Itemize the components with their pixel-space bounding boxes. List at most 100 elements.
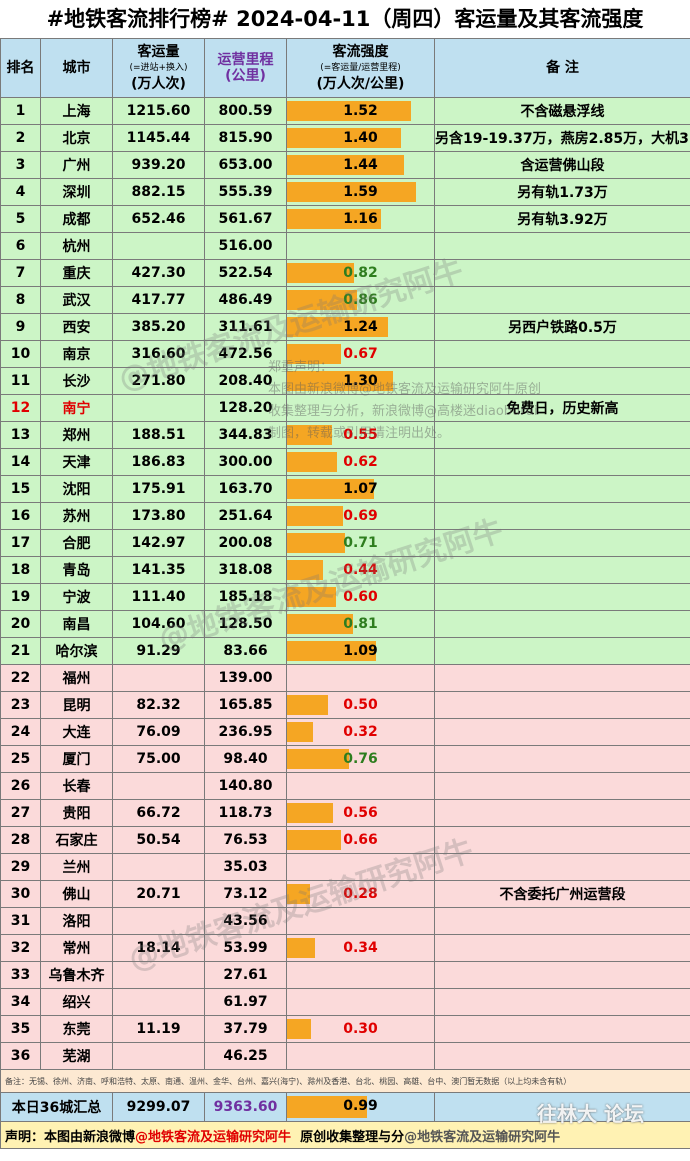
table-row: 16 苏州 173.80 251.64 0.69 — [0, 502, 690, 530]
intensity-value — [288, 990, 434, 1015]
city-cell: 深圳 — [40, 178, 113, 206]
intensity-cell — [286, 232, 435, 260]
table-row: 28 石家庄 50.54 76.53 0.66 — [0, 826, 690, 854]
ridership-cell: 66.72 — [112, 799, 205, 827]
table-row: 8 武汉 417.77 486.49 0.86 — [0, 286, 690, 314]
km-cell: 472.56 — [204, 340, 287, 368]
intensity-bar — [287, 830, 341, 850]
km-cell: 555.39 — [204, 178, 287, 206]
table-row: 25 厦门 75.00 98.40 0.76 — [0, 745, 690, 773]
note-cell: 不含委托广州运营段 — [434, 880, 690, 908]
intensity-cell: 1.44 — [286, 151, 435, 179]
rank-cell: 34 — [0, 988, 41, 1016]
table-row: 17 合肥 142.97 200.08 0.71 — [0, 529, 690, 557]
intensity-value: 0.44 — [343, 562, 378, 578]
rank-cell: 12 — [0, 394, 41, 422]
intensity-bar — [287, 128, 401, 148]
ridership-cell: 173.80 — [112, 502, 205, 530]
ridership-cell: 20.71 — [112, 880, 205, 908]
ridership-cell: 18.14 — [112, 934, 205, 962]
note-cell — [434, 475, 690, 503]
city-cell: 石家庄 — [40, 826, 113, 854]
table-row: 13 郑州 188.51 344.83 0.55 — [0, 421, 690, 449]
ridership-cell — [112, 853, 205, 881]
km-cell: 561.67 — [204, 205, 287, 233]
header-ridership-sub: (=进站+换入) — [129, 63, 188, 73]
intensity-cell: 0.82 — [286, 259, 435, 287]
intensity-bar — [287, 344, 341, 364]
city-cell: 哈尔滨 — [40, 637, 113, 665]
note-cell: 含运营佛山段 — [434, 151, 690, 179]
intensity-cell: 1.16 — [286, 205, 435, 233]
intensity-cell — [286, 1042, 435, 1070]
city-cell: 武汉 — [40, 286, 113, 314]
city-cell: 西安 — [40, 313, 113, 341]
table-row: 4 深圳 882.15 555.39 1.59 另有轨1.73万 — [0, 178, 690, 206]
city-cell: 福州 — [40, 664, 113, 692]
rank-cell: 15 — [0, 475, 41, 503]
header-ridership-unit: (万人次) — [131, 76, 186, 92]
km-cell: 165.85 — [204, 691, 287, 719]
note-cell — [434, 907, 690, 935]
intensity-value: 0.62 — [343, 454, 378, 470]
intensity-bar — [287, 425, 332, 445]
km-cell: 140.80 — [204, 772, 287, 800]
ridership-cell: 104.60 — [112, 610, 205, 638]
ridership-cell: 939.20 — [112, 151, 205, 179]
intensity-bar — [287, 641, 376, 661]
table-row: 24 大连 76.09 236.95 0.32 — [0, 718, 690, 746]
intensity-bar — [287, 155, 404, 175]
intensity-value — [288, 1044, 434, 1069]
km-cell: 53.99 — [204, 934, 287, 962]
km-cell: 200.08 — [204, 529, 287, 557]
header-intensity-unit: (万人次/公里) — [316, 76, 405, 92]
intensity-value — [288, 774, 434, 799]
table-row: 23 昆明 82.32 165.85 0.50 — [0, 691, 690, 719]
city-cell: 南昌 — [40, 610, 113, 638]
ridership-cell: 142.97 — [112, 529, 205, 557]
total-label: 本日36城汇总 — [0, 1092, 113, 1122]
city-cell: 长沙 — [40, 367, 113, 395]
rank-cell: 5 — [0, 205, 41, 233]
rank-cell: 31 — [0, 907, 41, 935]
statement-tail: @地铁客流及运输研究阿牛 — [404, 1129, 561, 1145]
km-cell: 300.00 — [204, 448, 287, 476]
rank-cell: 2 — [0, 124, 41, 152]
intensity-bar — [287, 182, 416, 202]
ridership-cell: 11.19 — [112, 1015, 205, 1043]
intensity-value: 1.16 — [343, 211, 378, 227]
header-ridership: 客运量 (=进站+换入) (万人次) — [112, 38, 205, 98]
rank-cell: 7 — [0, 259, 41, 287]
intensity-cell: 0.34 — [286, 934, 435, 962]
km-cell: 98.40 — [204, 745, 287, 773]
table-row: 33 乌鲁木齐 27.61 — [0, 961, 690, 989]
city-cell: 沈阳 — [40, 475, 113, 503]
city-cell: 南京 — [40, 340, 113, 368]
intensity-value — [288, 963, 434, 988]
ridership-cell: 82.32 — [112, 691, 205, 719]
intensity-bar — [287, 533, 345, 553]
intensity-value: 0.60 — [343, 589, 378, 605]
rank-cell: 6 — [0, 232, 41, 260]
table-row: 18 青岛 141.35 318.08 0.44 — [0, 556, 690, 584]
intensity-cell: 0.28 — [286, 880, 435, 908]
intensity-bar — [287, 614, 353, 634]
disclaimer-line4: 制图，转载或引用请注明出处。 — [268, 426, 451, 441]
note-cell — [434, 1042, 690, 1070]
intensity-value: 0.71 — [343, 535, 378, 551]
km-cell: 311.61 — [204, 313, 287, 341]
city-cell: 东莞 — [40, 1015, 113, 1043]
city-cell: 宁波 — [40, 583, 113, 611]
intensity-value: 0.56 — [343, 805, 378, 821]
rank-cell: 11 — [0, 367, 41, 395]
ridership-cell: 175.91 — [112, 475, 205, 503]
intensity-value: 0.69 — [343, 508, 378, 524]
intensity-value: 0.66 — [343, 832, 378, 848]
footnote-row: 备注：无锡、徐州、济南、呼和浩特、太原、南通、温州、金华、台州、嘉兴(海宁)、滁… — [0, 1069, 690, 1093]
city-cell: 成都 — [40, 205, 113, 233]
rank-cell: 36 — [0, 1042, 41, 1070]
rank-cell: 18 — [0, 556, 41, 584]
ridership-cell: 91.29 — [112, 637, 205, 665]
note-cell — [434, 664, 690, 692]
ridership-cell: 882.15 — [112, 178, 205, 206]
